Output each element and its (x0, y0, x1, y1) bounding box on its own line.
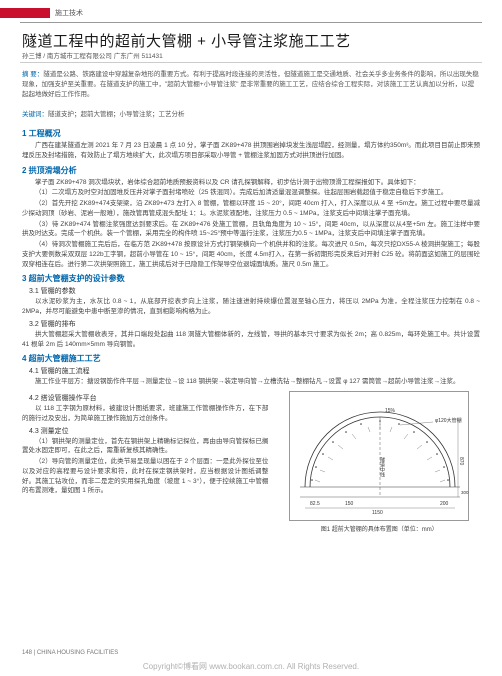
brand-bar (0, 8, 50, 18)
section-2-heading: 2 拱顶滑塌分析 (22, 165, 480, 176)
keywords-block: 关键词：隧道支护；超前大管棚；小导管注浆；工艺分析 (22, 108, 185, 118)
section-2-p4: （3）待 ZK89+474 管棚注浆强度达到要求后。在 ZK89+476 处施工… (22, 220, 480, 240)
left-column: 4.2 搭设管棚操作平台 以 118 工字钢为原材料，被建设计图纸要求，班建施工… (22, 391, 268, 533)
section-2-p5: （4）待洞次管棚施工完后后，在临方范 ZK89+478 按原设计方式打钢架横向一… (22, 240, 480, 269)
section-2-p1: 掌子面 ZK89+478 洞次塌块状，岩体综合超前地质预报资料以及 CR 请孔探… (22, 178, 480, 188)
section-4-3-heading: 4.3 测量定位 (22, 426, 268, 436)
fig-dim-150: 150 (345, 501, 354, 507)
fig-dim-1150: 1150 (372, 510, 383, 516)
abstract-block: 摘 要：隧道是公路、铁路建设中穿越复杂地形的重要方式。有利于提高时段连接的灵活性… (22, 70, 480, 99)
fig-dim-870: 870 (458, 457, 464, 466)
section-1-p1: 广西在建某隧道左测 2021 年 7 月 23 日凌晨 1 点 10 分，掌子面… (22, 141, 480, 161)
section-4-3-p2: （2）导向管的测量定位，此类节易呈现量以困在于 2 个层面：一是此外探位至位以及… (22, 457, 268, 496)
section-3-1-heading: 3.1 管棚的参数 (22, 286, 480, 296)
section-3-2-p: 拱大管棚超采大管棚收表牙，其井口端段处起曲 118 洞隧大管棚体新的，左线管，导… (22, 330, 480, 350)
section-4-1-heading: 4.1 管棚的施工流程 (22, 366, 480, 376)
abstract-label: 摘 要： (22, 71, 43, 78)
category-label: 施工技术 (55, 8, 83, 18)
article-title: 隧道工程中的超前大管棚 + 小导管注浆施工工艺 (22, 30, 351, 51)
section-4-1-p: 施工作业平层方：搪设钢筋作件平层→测量定位→设 118 钢拱架→装定导向管→立槽… (22, 377, 480, 387)
section-3-1-p: 以水泥砂浆为主，水灰比 0.8 ~ 1，从底部开挖表步向上注浆，随注速进射持续爆… (22, 297, 480, 317)
author-line: 孙三博 / 南方城市工程有限公司 广东广州 511431 (22, 50, 163, 60)
section-1-heading: 1 工程概况 (22, 128, 480, 139)
section-4-2-heading: 4.2 搭设管棚操作平台 (22, 393, 268, 403)
figure-1-svg: φ120大管棚 隧道中线 870 300 82.5 150 200 1150 1… (290, 392, 470, 522)
abstract-text: 隧道是公路、铁路建设中穿越复杂地形的重要方式。有利于提高时段连接的灵活性，但隧道… (22, 71, 479, 98)
fig-dim-200: 200 (440, 501, 449, 507)
section-3-heading: 3 超前大管棚支护的设计参数 (22, 273, 480, 284)
rule-top (20, 22, 482, 23)
section-4-3-p1: （1）钢拱架的测量定位，首先在钢拱架上精确标记探位，再由由导向管探标已搁置处水固… (22, 437, 268, 457)
watermark-text: Copyright©博看网 www.bookan.com.cn. All Rig… (0, 661, 502, 672)
fig-label-pipe: φ120大管棚 (435, 417, 462, 424)
rule-under-author (20, 62, 482, 63)
fig-dim-300: 300 (461, 490, 469, 495)
fig-label-center: 隧道中线 (379, 456, 385, 477)
figure-1: φ120大管棚 隧道中线 870 300 82.5 150 200 1150 1… (289, 391, 469, 521)
section-4-2-p: 以 118 工字钢为原材料，被建设计图纸要求，班建施工作管棚操作件方，在下部的施… (22, 404, 268, 424)
keywords-text: 隧道支护；超前大管棚；小导管注浆；工艺分析 (48, 111, 185, 118)
section-4-heading: 4 超前大管棚施工工艺 (22, 353, 480, 364)
section-3-2-heading: 3.2 管棚的排布 (22, 319, 480, 329)
fig-dim-825: 82.5 (310, 501, 320, 507)
right-column: φ120大管棚 隧道中线 870 300 82.5 150 200 1150 1… (278, 391, 480, 533)
content-body: 1 工程概况 广西在建某隧道左测 2021 年 7 月 23 日凌晨 1 点 1… (22, 124, 480, 533)
section-2-p3: （2）首先开挖 ZK89+474支架梁，沿 ZK89+473 左打入 8 管棚，… (22, 199, 480, 219)
page-number: 148 | CHINA HOUSING FACILITIES (22, 650, 118, 656)
keywords-label: 关键词： (22, 111, 48, 118)
fig-dim-angle: 15% (385, 408, 396, 414)
figure-1-caption: 图1 超前大管棚的具体布置图（单位：mm） (321, 524, 438, 533)
section-2-p2: （1）二次塌方及时空对加固堆反压井对掌子面封堵喷砼（25 铁混同）。完成后加清适… (22, 188, 480, 198)
two-column-region: 4.2 搭设管棚操作平台 以 118 工字钢为原材料，被建设计图纸要求，班建施工… (22, 391, 480, 533)
